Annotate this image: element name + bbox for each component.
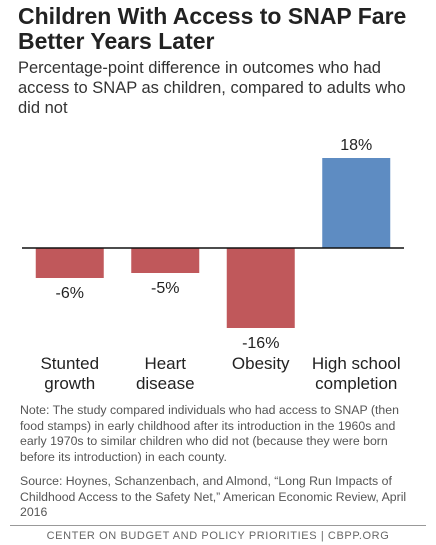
x-tick-label: Heart disease xyxy=(135,354,195,393)
source: Source: Hoynes, Schanzenbach, and Almond… xyxy=(20,474,407,519)
chart: -6% -5% -16% 18% xyxy=(22,137,404,352)
x-tick-label: Obesity xyxy=(231,354,290,373)
note: Note: The study compared individuals who… xyxy=(20,403,399,464)
bar xyxy=(35,248,104,278)
x-tick-label: High school completion xyxy=(311,354,401,393)
footer-rule xyxy=(10,525,426,526)
value-label: -6% xyxy=(56,285,84,302)
bar xyxy=(226,248,295,328)
footer: CENTER ON BUDGET AND POLICY PRIORITIES |… xyxy=(46,530,390,542)
bar xyxy=(131,248,200,273)
value-label: 18% xyxy=(340,137,372,154)
x-tick-label: Stunted growth xyxy=(40,354,100,393)
value-label: -16% xyxy=(242,335,279,352)
value-label: -5% xyxy=(151,280,179,297)
chart-subtitle: Percentage-point difference in outcomes … xyxy=(18,59,406,117)
bar xyxy=(322,158,391,248)
chart-title: Children With Access to SNAP Fare Better… xyxy=(18,3,407,54)
